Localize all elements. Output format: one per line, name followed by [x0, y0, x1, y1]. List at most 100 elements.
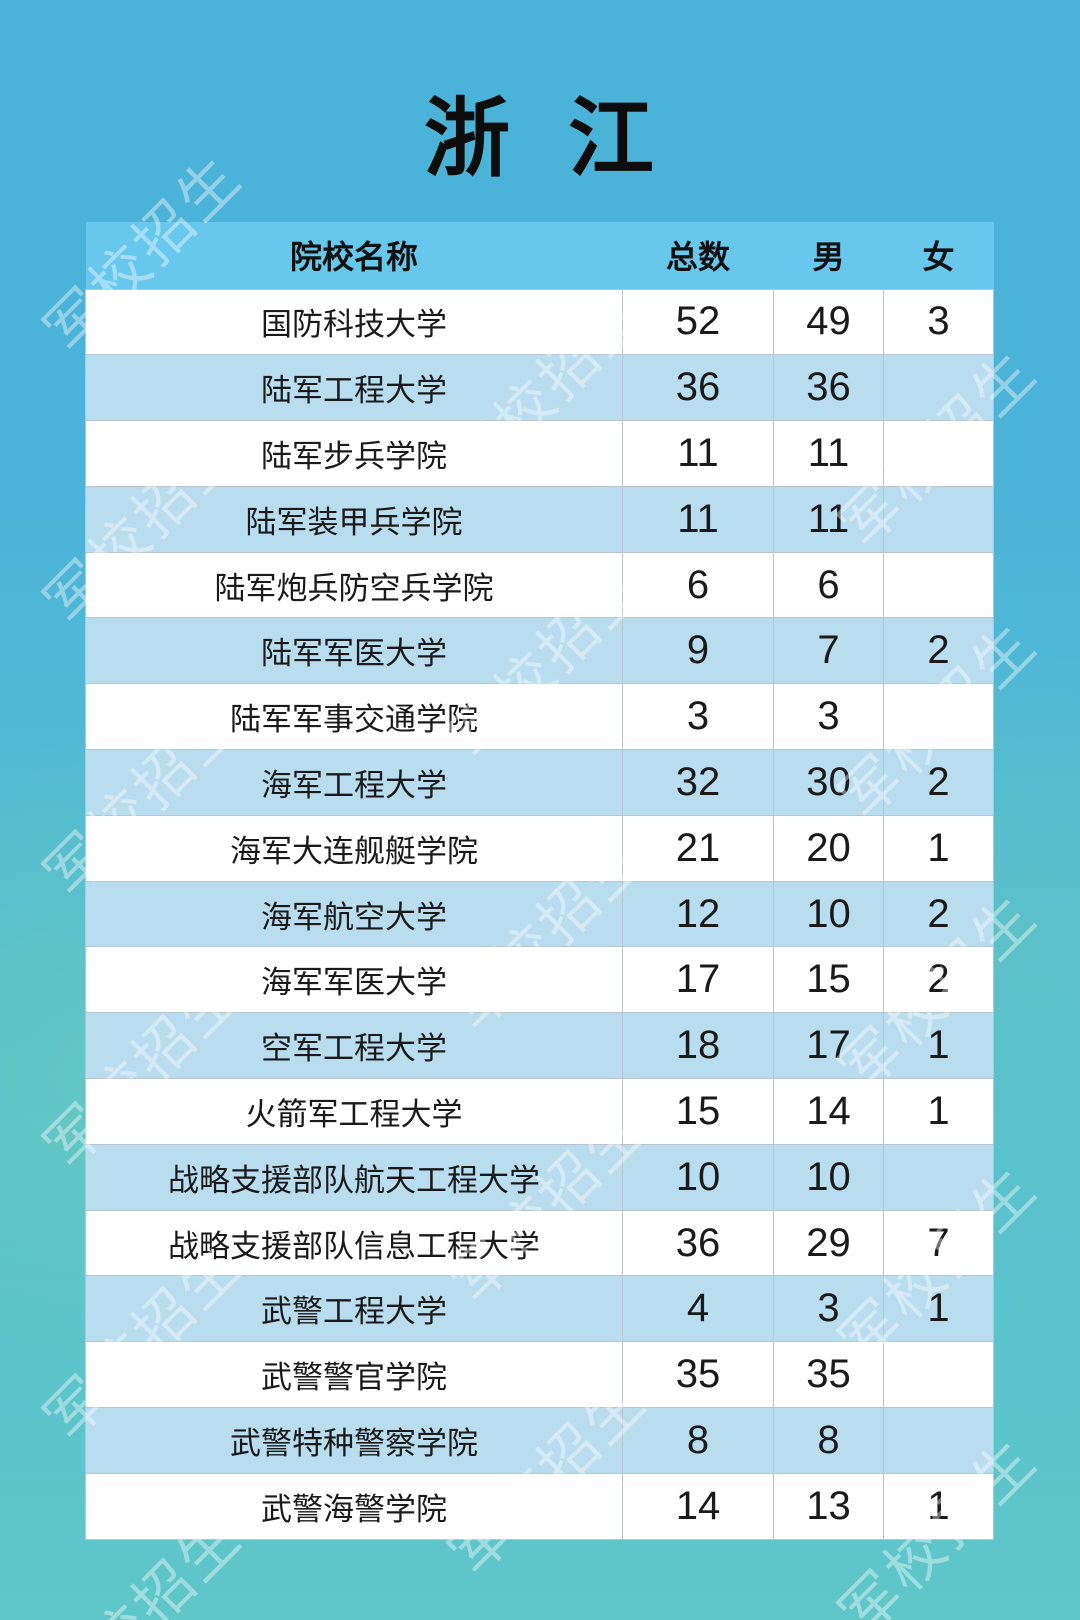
total-cell: 10	[622, 1143, 774, 1211]
female-cell: 1	[883, 1472, 994, 1540]
table-row: 战略支援部队航天工程大学 10 10	[85, 1143, 994, 1211]
female-cell	[883, 1143, 994, 1211]
table-row: 海军军医大学 17 15 2	[85, 946, 994, 1014]
total-cell: 12	[622, 880, 774, 948]
total-cell: 18	[622, 1012, 774, 1080]
table-row: 武警特种警察学院 8 8	[85, 1407, 994, 1474]
female-cell	[883, 1341, 994, 1409]
male-cell: 14	[773, 1078, 884, 1145]
table-row: 陆军炮兵防空兵学院 6 6	[85, 551, 994, 619]
total-cell: 14	[622, 1472, 774, 1540]
table-row: 海军大连舰艇学院 21 20 1	[85, 814, 994, 882]
female-cell	[883, 1407, 994, 1474]
female-cell	[883, 551, 994, 619]
school-name-cell: 战略支援部队信息工程大学	[85, 1209, 623, 1277]
school-name-cell: 陆军军医大学	[85, 617, 623, 685]
male-cell: 3	[773, 1275, 884, 1343]
table-row: 国防科技大学 52 49 3	[85, 288, 994, 356]
school-name-cell: 陆军步兵学院	[85, 420, 623, 487]
table-row: 海军航空大学 12 10 2	[85, 880, 994, 948]
female-cell: 2	[883, 946, 994, 1014]
total-cell: 11	[622, 485, 774, 553]
school-name-cell: 陆军装甲兵学院	[85, 485, 623, 553]
male-cell: 11	[773, 485, 884, 553]
page-title: 浙 江	[424, 91, 656, 187]
school-name-cell: 海军航空大学	[85, 880, 623, 948]
male-cell: 10	[773, 1143, 884, 1211]
female-cell	[883, 354, 994, 422]
table-header-row: 院校名称 总数男女	[85, 222, 994, 289]
total-cell: 36	[622, 354, 774, 422]
total-cell: 52	[622, 288, 774, 356]
school-name-cell: 武警警官学院	[85, 1341, 623, 1409]
table-row: 火箭军工程大学 15 14 1	[85, 1078, 994, 1145]
male-cell: 10	[773, 880, 884, 948]
table-row: 武警工程大学 4 3 1	[85, 1275, 994, 1343]
header-male: 男	[773, 222, 884, 289]
header-female: 女	[883, 222, 994, 289]
total-cell: 35	[622, 1341, 774, 1409]
header-total: 总数	[622, 222, 774, 289]
total-cell: 17	[622, 946, 774, 1014]
total-cell: 15	[622, 1078, 774, 1145]
school-name-cell: 海军大连舰艇学院	[85, 814, 623, 882]
female-cell: 2	[883, 617, 994, 685]
male-cell: 30	[773, 749, 884, 816]
total-cell: 4	[622, 1275, 774, 1343]
total-cell: 21	[622, 814, 774, 882]
table-row: 陆军步兵学院 11 11	[85, 420, 994, 487]
table-body: 国防科技大学 52 49 3 陆军工程大学 36 36 陆军步兵学院 11 11 陆军装甲兵学院 11…	[85, 288, 994, 1540]
school-name-cell: 武警特种警察学院	[85, 1407, 623, 1474]
school-name-cell: 陆军工程大学	[85, 354, 623, 422]
school-name-cell: 海军军医大学	[85, 946, 623, 1014]
total-cell: 36	[622, 1209, 774, 1277]
table-header: 院校名称 总数男女	[85, 222, 994, 289]
female-cell: 7	[883, 1209, 994, 1277]
male-cell: 7	[773, 617, 884, 685]
total-cell: 9	[622, 617, 774, 685]
table-row: 空军工程大学 18 17 1	[85, 1012, 994, 1080]
female-cell: 1	[883, 1078, 994, 1145]
table-row: 海军工程大学 32 30 2	[85, 749, 994, 816]
male-cell: 35	[773, 1341, 884, 1409]
female-cell: 2	[883, 880, 994, 948]
total-cell: 8	[622, 1407, 774, 1474]
male-cell: 15	[773, 946, 884, 1014]
admissions-table: 院校名称 总数男女 国防科技大学 52 49 3 陆军工程大学 36 36 陆军步兵学院 11 11…	[85, 222, 994, 1540]
school-name-cell: 战略支援部队航天工程大学	[85, 1143, 623, 1211]
total-cell: 3	[622, 683, 774, 751]
female-cell: 3	[883, 288, 994, 356]
table-row: 陆军军医大学 9 7 2	[85, 617, 994, 685]
female-cell	[883, 485, 994, 553]
table-row: 陆军装甲兵学院 11 11	[85, 485, 994, 553]
school-name-cell: 武警工程大学	[85, 1275, 623, 1343]
school-name-cell: 陆军炮兵防空兵学院	[85, 551, 623, 619]
female-cell	[883, 420, 994, 487]
male-cell: 49	[773, 288, 884, 356]
school-name-cell: 空军工程大学	[85, 1012, 623, 1080]
female-cell	[883, 683, 994, 751]
total-cell: 32	[622, 749, 774, 816]
total-cell: 11	[622, 420, 774, 487]
school-name-cell: 国防科技大学	[85, 288, 623, 356]
female-cell: 1	[883, 1275, 994, 1343]
header-school-name: 院校名称	[85, 222, 623, 289]
male-cell: 17	[773, 1012, 884, 1080]
female-cell: 2	[883, 749, 994, 816]
male-cell: 6	[773, 551, 884, 619]
table-row: 战略支援部队信息工程大学 36 29 7	[85, 1209, 994, 1277]
school-name-cell: 武警海警学院	[85, 1472, 623, 1540]
male-cell: 20	[773, 814, 884, 882]
female-cell: 1	[883, 814, 994, 882]
table-row: 陆军军事交通学院 3 3	[85, 683, 994, 751]
male-cell: 8	[773, 1407, 884, 1474]
male-cell: 36	[773, 354, 884, 422]
table-row: 武警警官学院 35 35	[85, 1341, 994, 1409]
school-name-cell: 火箭军工程大学	[85, 1078, 623, 1145]
male-cell: 11	[773, 420, 884, 487]
school-name-cell: 陆军军事交通学院	[85, 683, 623, 751]
male-cell: 29	[773, 1209, 884, 1277]
table-row: 陆军工程大学 36 36	[85, 354, 994, 422]
school-name-cell: 海军工程大学	[85, 749, 623, 816]
female-cell: 1	[883, 1012, 994, 1080]
